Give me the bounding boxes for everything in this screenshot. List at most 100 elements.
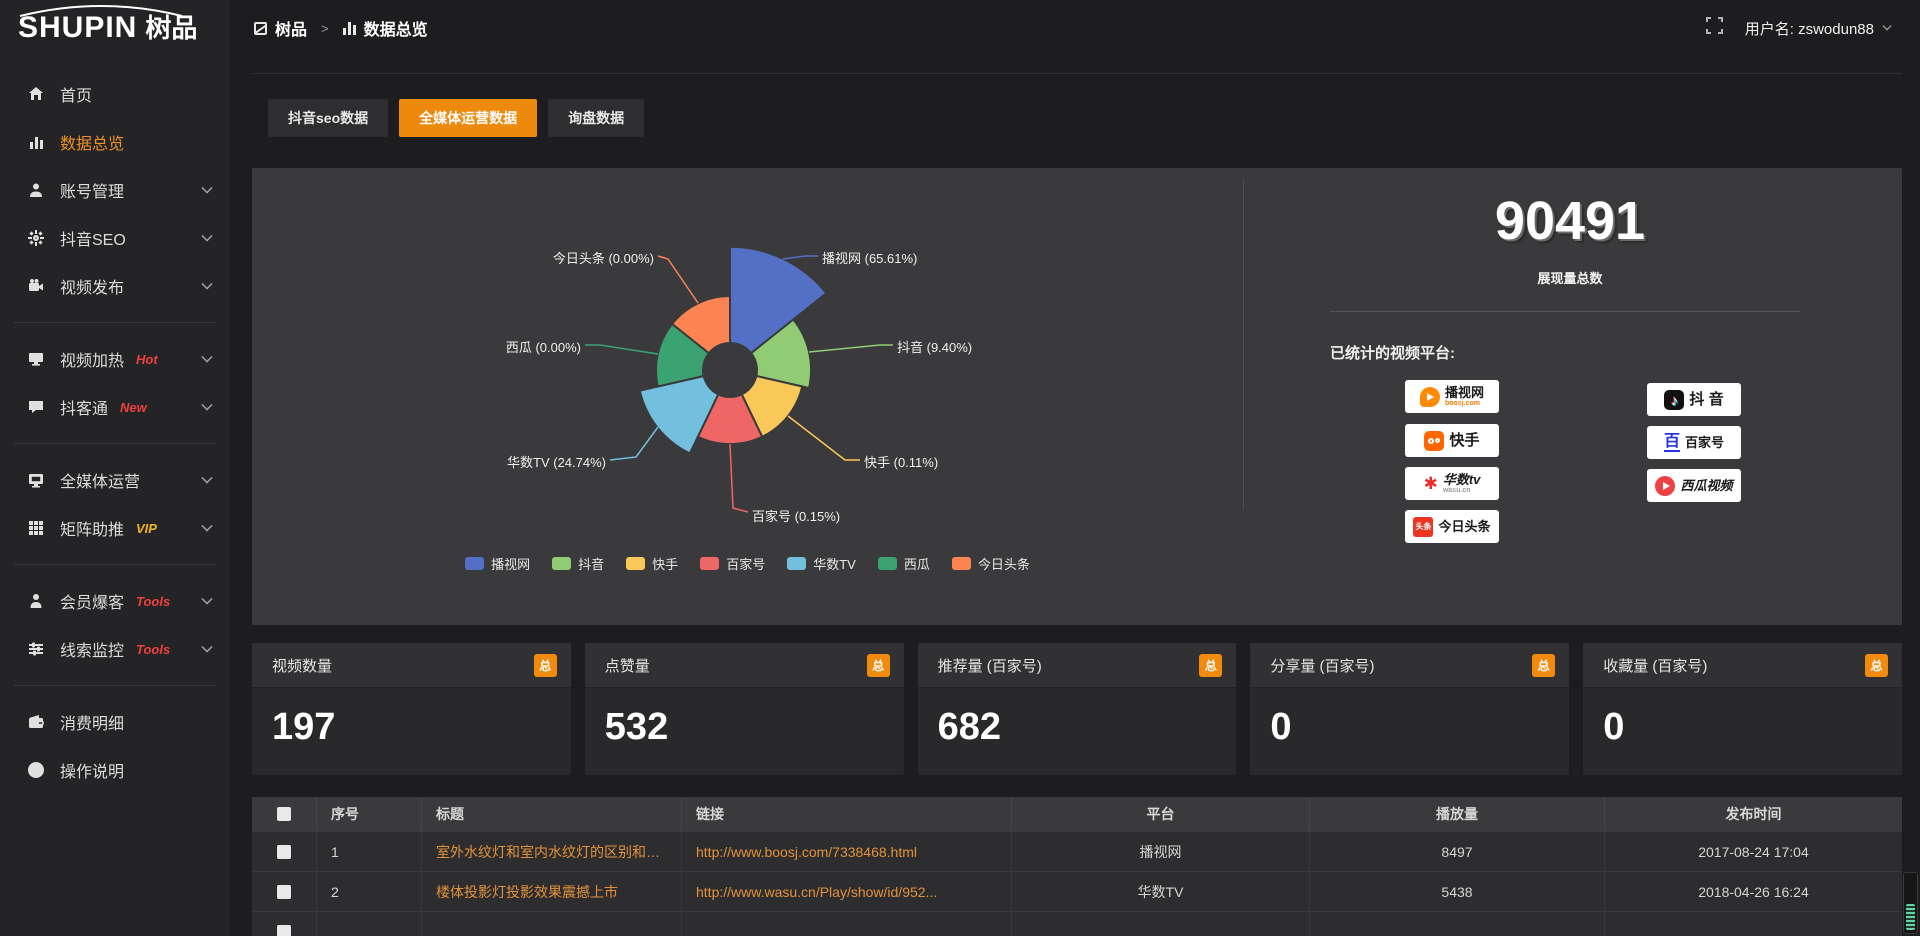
cell-link: http://www.boosj.com/7338468.html [681, 832, 1011, 871]
tools-badge: Tools [136, 641, 171, 657]
monitor-play-icon [26, 349, 46, 369]
wallet-icon [26, 712, 46, 732]
rose-chart: 今日头条 (0.00%) 播视网 (65.61%) 西瓜 (0.00%) 抖音 … [252, 168, 1243, 625]
fullscreen-icon[interactable] [1705, 17, 1723, 39]
gear-icon [26, 228, 46, 248]
cell-index: 2 [316, 872, 421, 911]
card-title: 分享量 (百家号) [1270, 657, 1375, 675]
sidebar-item-label: 会员爆客 [60, 595, 125, 612]
sidebar-item-omnimedia[interactable]: 全媒体运营 [0, 456, 230, 504]
legend-swatch [465, 557, 485, 570]
pie-label-line-1 [808, 344, 893, 353]
legend-swatch [626, 557, 646, 570]
row-checkbox[interactable] [277, 844, 291, 859]
legend-item-6[interactable]: 今日头条 [951, 554, 1030, 573]
baijiahao-logo-icon: 百 [1663, 432, 1680, 452]
chevron-down-icon [201, 520, 213, 532]
legend-label: 华数TV [813, 557, 856, 572]
platform-badge-boosj: 播视网 boosj.com [1405, 380, 1499, 413]
select-all-checkbox[interactable] [277, 807, 291, 821]
pie-label-boosj: 播视网 (65.61%) [822, 251, 918, 266]
col-header-title: 标题 [421, 797, 681, 831]
total-impressions-label: 展现量总数 [1537, 271, 1603, 286]
tools-badge: Tools [136, 593, 171, 609]
home-icon [26, 84, 46, 104]
sliders-icon [26, 639, 46, 659]
card-value: 197 [272, 706, 336, 748]
legend-item-0[interactable]: 播视网 [465, 554, 530, 573]
stat-card-likes: 点赞量 总 532 [584, 643, 904, 775]
sidebar-item-matrix-boost[interactable]: 矩阵助推 VIP [0, 504, 230, 552]
sidebar-item-account[interactable]: 账号管理 [0, 166, 230, 214]
tab-douyin-seo-data[interactable]: 抖音seo数据 [268, 99, 389, 137]
video-table: 序号 标题 链接 平台 播放量 发布时间 1 室外水纹灯和室内水纹灯的区别和简介 h… [252, 797, 1902, 936]
card-value: 0 [1270, 706, 1292, 748]
sidebar-item-home[interactable]: 首页 [0, 70, 230, 118]
sidebar-item-data-overview[interactable]: 数据总览 [0, 118, 230, 166]
pie-slice-1[interactable] [749, 318, 812, 390]
sidebar-item-label: 数据总览 [60, 136, 125, 153]
legend-label: 今日头条 [977, 557, 1030, 572]
pie-slice-6[interactable] [670, 294, 731, 355]
pie-slice-4[interactable] [638, 374, 720, 455]
col-header-index: 序号 [316, 797, 421, 831]
platform-badge-wasu: ✱ 华数tv wasu.cn [1405, 467, 1499, 500]
legend-item-4[interactable]: 华数TV [787, 554, 856, 573]
screen-icon [254, 21, 267, 35]
tab-omnimedia-data[interactable]: 全媒体运营数据 [399, 99, 538, 137]
pie-label-baijia: 百家号 (0.15%) [752, 509, 841, 524]
table-row-2: 2 楼体投影灯投影效果震撼上市 http://www.wasu.cn/Play/sh… [252, 871, 1902, 911]
cell-title-text[interactable]: 室外水纹灯和室内水纹灯的区别和简介 [436, 843, 667, 860]
user-menu[interactable]: 用户名: zswodun88 [1745, 18, 1892, 39]
col-header-link: 链接 [681, 797, 1011, 831]
cell-link-text[interactable]: http://www.wasu.cn/Play/show/id/952... [696, 883, 938, 900]
total-impressions-value: 90491 [1494, 191, 1646, 251]
legend-item-2[interactable]: 快手 [626, 554, 678, 573]
cell-plays: 5438 [1309, 872, 1604, 911]
sidebar-item-label: 矩阵助推 [60, 522, 125, 539]
row-checkbox[interactable] [277, 884, 291, 899]
breadcrumb-current[interactable]: 数据总览 [363, 22, 428, 39]
sidebar-item-doketong[interactable]: 抖客通 New [0, 383, 230, 431]
sidebar-item-label: 视频加热 [60, 353, 125, 370]
sidebar-item-label: 操作说明 [60, 764, 125, 781]
scrollbar-track[interactable] [1903, 872, 1918, 934]
stat-card-recommendations: 推荐量 (百家号) 总 682 [917, 643, 1237, 775]
brand-logo[interactable]: SHUPIN 树品 [0, 0, 230, 56]
sidebar-item-lead-monitor[interactable]: 线索监控 Tools [0, 625, 230, 673]
chevron-down-icon [201, 399, 213, 411]
sidebar-item-member-burst[interactable]: 会员爆客 Tools [0, 577, 230, 625]
cell-title-text[interactable]: 楼体投影灯投影效果震撼上市 [436, 883, 618, 900]
cell-link-text[interactable]: http://www.boosj.com/7338468.html [696, 843, 918, 860]
legend-item-5[interactable]: 西瓜 [877, 554, 930, 573]
chevron-down-icon [1882, 20, 1892, 31]
card-title: 收藏量 (百家号) [1603, 657, 1708, 675]
person-icon [26, 591, 46, 611]
legend-swatch [552, 557, 572, 570]
total-badge: 总 [1864, 653, 1888, 677]
breadcrumb-home[interactable]: 树品 [275, 22, 308, 39]
sidebar-item-label: 抖音SEO [60, 232, 126, 249]
platform-name: 华数tv [1442, 472, 1481, 487]
platforms-label: 已统计的视频平台: [1330, 345, 1455, 362]
legend-label: 百家号 [726, 557, 766, 572]
sidebar-item-video-heat[interactable]: 视频加热 Hot [0, 335, 230, 383]
pie-slice-0[interactable] [729, 245, 828, 355]
sidebar-item-instructions[interactable]: ? 操作说明 [0, 746, 230, 794]
platform-badge-toutiao: 头条 今日头条 [1405, 510, 1499, 543]
menu-divider [14, 564, 216, 565]
sidebar-item-expense-detail[interactable]: 消费明细 [0, 698, 230, 746]
pie-label-line-6 [657, 255, 699, 304]
legend-item-1[interactable]: 抖音 [552, 554, 604, 573]
sidebar-item-video-publish[interactable]: 视频发布 [0, 262, 230, 310]
stat-cards: 视频数量 总 197 点赞量 总 532 推荐量 (百家号) 总 682 分享量 (百… [252, 643, 1902, 775]
scrollbar-thumb[interactable] [1906, 904, 1915, 930]
row-checkbox[interactable] [277, 924, 291, 936]
legend-item-3[interactable]: 百家号 [700, 554, 765, 573]
sidebar-item-douyin-seo[interactable]: 抖音SEO [0, 214, 230, 262]
sidebar-item-label: 消费明细 [60, 716, 125, 733]
boosj-logo-icon [1419, 386, 1440, 407]
total-badge: 总 [1532, 653, 1556, 677]
tab-inquiry-data[interactable]: 询盘数据 [548, 99, 645, 137]
pie-label-douyin: 抖音 (9.40%) [897, 340, 973, 355]
